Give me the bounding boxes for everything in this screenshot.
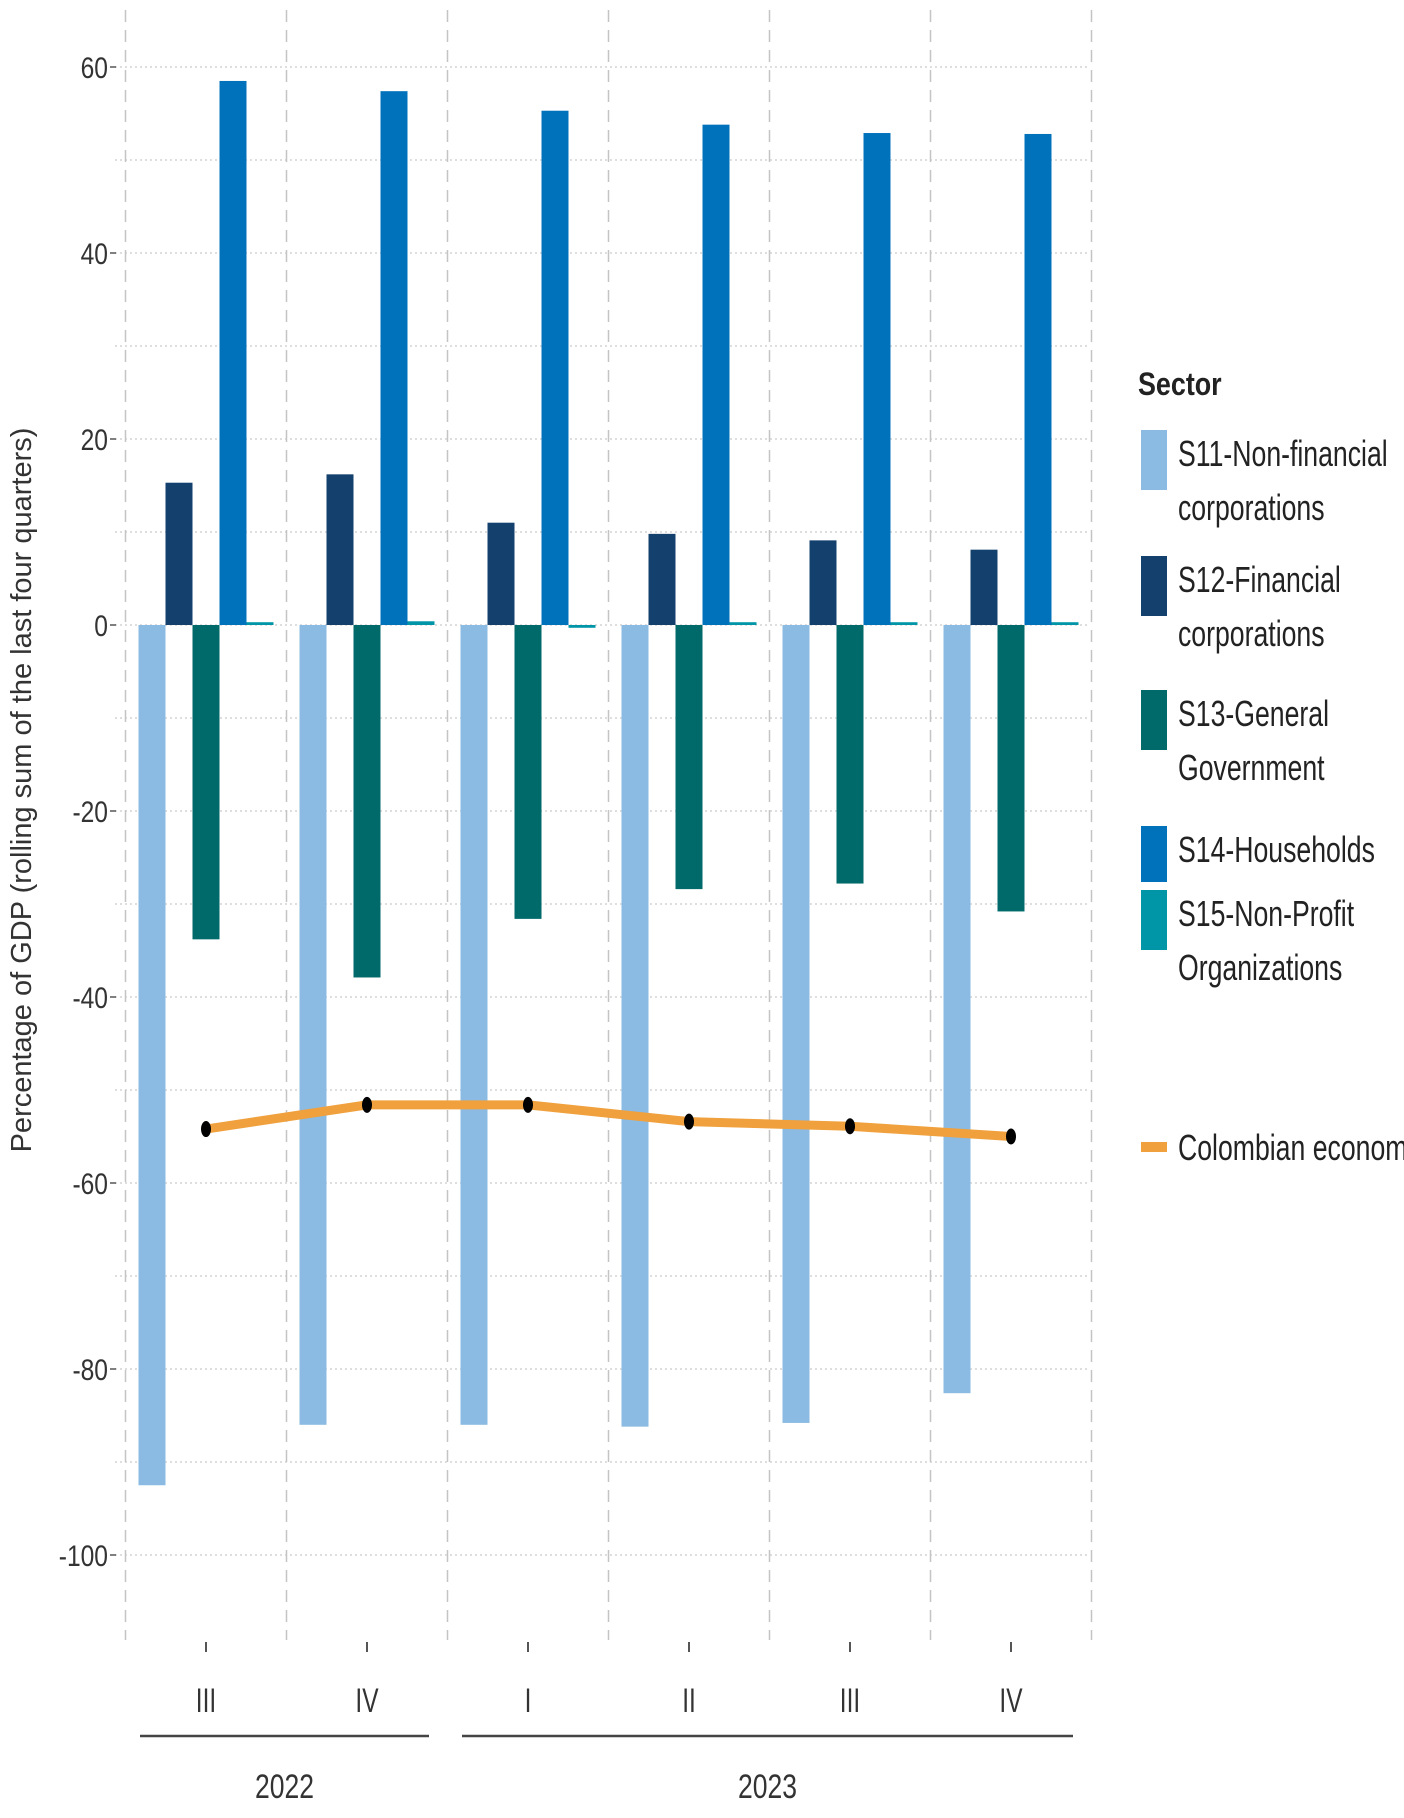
bar — [782, 625, 810, 1423]
bar — [1024, 133, 1052, 625]
legend-swatch — [1141, 690, 1167, 750]
y-tick-label: 20 — [81, 423, 108, 457]
bar — [621, 625, 649, 1427]
grid-layer — [115, 10, 1093, 1640]
bar — [407, 621, 435, 625]
legend-label: corporations — [1178, 613, 1325, 654]
legend-swatch — [1141, 826, 1167, 882]
bar — [863, 133, 891, 625]
bar — [568, 625, 596, 628]
x-tick-label: III — [840, 1682, 860, 1720]
legend-swatch — [1141, 430, 1167, 490]
legend-label: Organizations — [1178, 947, 1342, 988]
legend-swatch — [1141, 556, 1167, 616]
x-tick-label: IV — [355, 1682, 378, 1720]
bar — [1051, 622, 1079, 625]
bar — [514, 625, 542, 919]
y-tick-label: 0 — [94, 609, 108, 643]
y-tick-label: -20 — [72, 795, 108, 829]
line-colombian-economy — [201, 1100, 1016, 1141]
y-tick-label: 60 — [81, 51, 108, 85]
bar — [460, 625, 488, 1425]
legend-label: S15-Non-Profit — [1178, 893, 1354, 934]
legend-label: S12-Financial — [1178, 559, 1341, 600]
x-tick-label: I — [525, 1682, 532, 1720]
y-tick-label: -60 — [72, 1167, 108, 1201]
bars-layer — [138, 80, 1079, 1486]
bar — [970, 549, 998, 625]
bar — [487, 522, 515, 625]
bar — [138, 625, 166, 1486]
legend: Sector S11-Non-financial corporations S12-… — [1138, 367, 1404, 1168]
y-tick-label: -40 — [72, 981, 108, 1015]
bar — [702, 124, 730, 625]
bar — [165, 482, 193, 625]
line-point — [1006, 1128, 1016, 1145]
line-point — [684, 1113, 694, 1130]
legend-label: corporations — [1178, 487, 1325, 528]
legend-label: S13-General — [1178, 693, 1329, 734]
legend-label: S11-Non-financial — [1178, 433, 1388, 474]
legend-label: S14-Households — [1178, 829, 1375, 870]
bar — [729, 622, 757, 625]
bar — [890, 622, 918, 625]
y-tick-label: -100 — [59, 1539, 108, 1573]
bar — [997, 625, 1025, 912]
bar — [380, 91, 408, 626]
bar — [675, 625, 703, 890]
legend-title: Sector — [1138, 367, 1222, 403]
bar — [192, 625, 220, 940]
bar — [809, 540, 837, 625]
bar — [219, 80, 247, 625]
year-label: 2023 — [738, 1768, 797, 1806]
legend-label: Government — [1178, 747, 1325, 788]
legend-label: Colombian economy — [1178, 1127, 1404, 1168]
year-label: 2022 — [255, 1768, 314, 1806]
line-point — [362, 1096, 372, 1113]
y-axis-title: Percentage of GDP (rolling sum of the la… — [6, 428, 38, 1153]
legend-swatch-line — [1141, 1142, 1167, 1152]
bar — [648, 533, 676, 625]
bar — [541, 110, 569, 625]
bar — [246, 622, 274, 625]
x-tick-label: II — [682, 1682, 696, 1720]
line-point — [845, 1118, 855, 1135]
line-point — [201, 1121, 211, 1138]
line-point — [523, 1096, 533, 1113]
bar — [353, 625, 381, 978]
bar — [836, 625, 864, 884]
y-tick-label: 40 — [81, 237, 108, 271]
bar — [943, 625, 971, 1394]
x-tick-label: IV — [999, 1682, 1022, 1720]
legend-swatch — [1141, 890, 1167, 950]
bar — [299, 625, 327, 1425]
x-tick-label: III — [196, 1682, 216, 1720]
y-tick-label: -80 — [72, 1353, 108, 1387]
bar — [326, 474, 354, 625]
line-layer — [201, 1096, 1016, 1145]
